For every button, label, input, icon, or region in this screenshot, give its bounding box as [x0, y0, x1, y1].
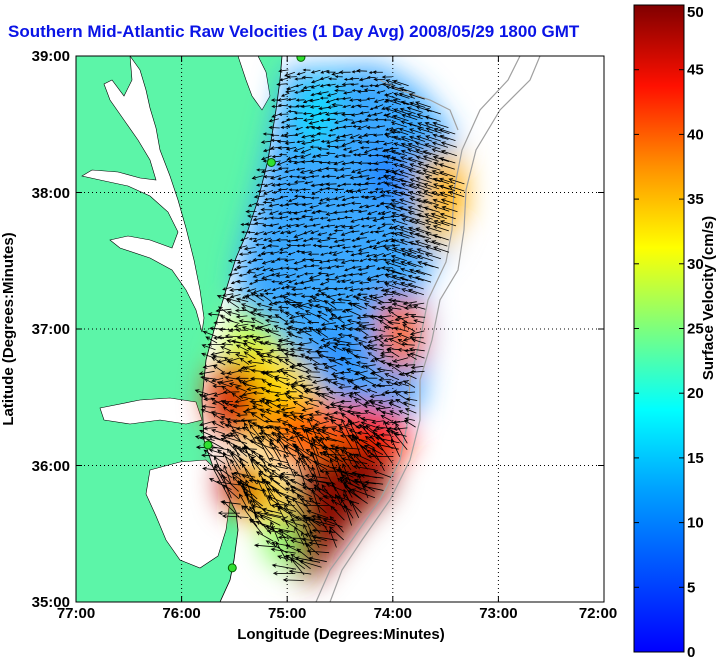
colorbar-tick-label: 45	[687, 62, 704, 79]
station-marker	[296, 56, 306, 62]
y-tick-label: 37:00	[32, 321, 70, 338]
station-marker	[227, 563, 237, 573]
y-tick-label: 38:00	[32, 185, 70, 202]
velocity-arrow-set	[194, 68, 465, 583]
delaware-bay	[237, 56, 271, 111]
velocity-arrows	[194, 68, 465, 583]
x-tick-label: 74:00	[374, 605, 412, 622]
station-marker	[203, 440, 213, 450]
x-tick-label: 73:00	[479, 605, 517, 622]
x-tick-label: 76:00	[162, 605, 200, 622]
colorbar-tick-label: 30	[687, 256, 704, 273]
y-tick-label: 36:00	[32, 458, 70, 475]
pamlico-sound	[145, 459, 231, 569]
land-mass	[76, 56, 282, 602]
grid-lines	[76, 56, 604, 602]
y-axis-label: Latitude (Degrees:Minutes)	[0, 232, 17, 425]
chesapeake-bay	[81, 56, 205, 333]
station-markers	[203, 56, 306, 573]
colorbar-tick-label: 20	[687, 385, 704, 402]
colorbar-tick-label: 10	[687, 515, 704, 532]
colorbar-tick-label: 5	[687, 579, 695, 596]
x-axis-label: Longitude (Degrees:Minutes)	[237, 626, 445, 643]
x-tick-label: 75:00	[268, 605, 306, 622]
colorbar-tick-label: 40	[687, 126, 704, 143]
colorbar-tick-label: 50	[687, 4, 704, 21]
y-tick-label: 35:00	[32, 594, 70, 611]
colorbar-tick-label: 0	[687, 644, 695, 659]
station-marker	[266, 157, 276, 167]
map-title: Southern Mid-Atlantic Raw Velocities (1 …	[8, 22, 580, 41]
colorbar-tick-label: 25	[687, 321, 704, 338]
colorbar-label: Surface Velocity (cm/s)	[700, 216, 717, 380]
x-tick-label: 72:00	[579, 605, 617, 622]
colorbar-tick-label: 15	[687, 450, 704, 467]
tick-marks	[76, 56, 604, 602]
x-tick-label: 77:00	[57, 605, 95, 622]
albemarle-sound	[99, 397, 203, 425]
colorbar	[633, 4, 685, 653]
y-tick-label: 39:00	[32, 48, 70, 65]
colorbar-tick-label: 35	[687, 191, 704, 208]
